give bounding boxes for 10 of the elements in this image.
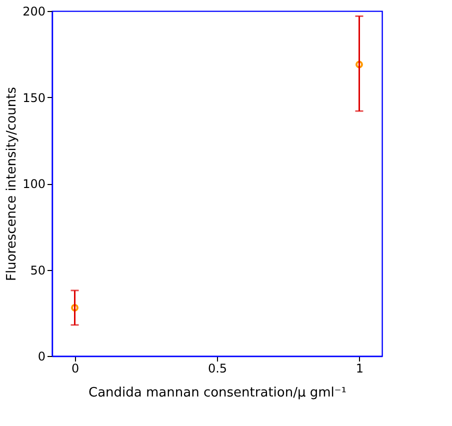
y-tick-label: 100 <box>22 177 46 191</box>
x-tick-label: 0 <box>71 362 80 376</box>
y-tick-label: 50 <box>30 263 46 278</box>
x-tick-label: 0.5 <box>208 362 228 376</box>
y-tick-label: 200 <box>22 4 46 18</box>
x-axis-title: Candida mannan consentration/μ gml⁻¹ <box>88 386 346 400</box>
y-tick-label: 150 <box>22 90 46 105</box>
y-tick-label: 0 <box>38 350 46 364</box>
y-axis-title: Fluorescence intensity/counts <box>4 86 20 281</box>
x-tick-label: 1 <box>356 362 364 376</box>
